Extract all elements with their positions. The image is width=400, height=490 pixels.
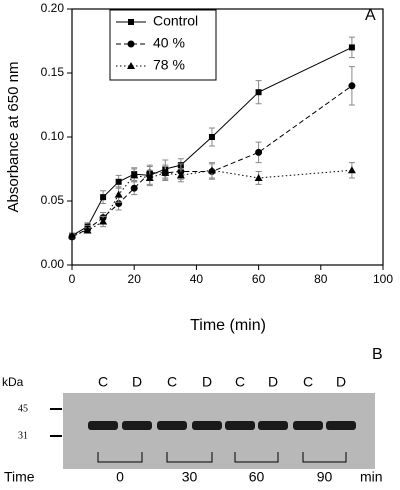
- legend-label: 40 %: [153, 35, 185, 51]
- marker: [161, 168, 170, 176]
- time-value: 60: [249, 469, 265, 485]
- x-tick-label: 40: [190, 272, 204, 286]
- marker: [255, 89, 262, 96]
- x-axis-label: Time (min): [190, 317, 266, 334]
- marker: [208, 134, 215, 140]
- x-tick-label: 20: [128, 272, 142, 286]
- y-tick-label: 0.00: [41, 257, 65, 271]
- marker-label: 31: [18, 430, 28, 441]
- x-tick-label: 60: [252, 272, 266, 286]
- time-unit: min: [360, 469, 383, 485]
- band: [192, 421, 222, 430]
- marker: [347, 166, 356, 174]
- legend-label: 78 %: [153, 57, 185, 73]
- x-tick-label: 0: [69, 272, 76, 286]
- y-tick-label: 0.15: [41, 65, 65, 79]
- marker: [207, 166, 216, 174]
- lane-label: C: [235, 374, 245, 390]
- x-tick-label: 100: [373, 272, 393, 286]
- band: [258, 421, 288, 430]
- band: [293, 421, 323, 430]
- y-tick-label: 0.10: [41, 129, 65, 143]
- gel-image: [63, 393, 375, 469]
- legend-label: Control: [153, 13, 198, 29]
- lane-label: C: [167, 374, 177, 390]
- lane-label: C: [98, 374, 108, 390]
- bracket: [97, 452, 143, 463]
- marker: [254, 173, 263, 181]
- lane-label: D: [202, 374, 212, 390]
- band: [326, 421, 356, 430]
- marker: [348, 82, 356, 90]
- marker: [145, 173, 154, 181]
- marker: [130, 184, 138, 192]
- marker: [127, 40, 135, 48]
- panel-label: B: [372, 346, 383, 363]
- time-value: 90: [317, 469, 333, 485]
- marker: [127, 62, 135, 69]
- marker: [99, 217, 108, 225]
- marker: [115, 178, 122, 185]
- marker-label: 45: [18, 403, 28, 414]
- marker: [255, 148, 263, 156]
- marker: [348, 44, 355, 51]
- y-tick-label: 0.05: [41, 193, 65, 207]
- lane-label: D: [268, 374, 278, 390]
- marker: [100, 194, 107, 201]
- time-value: 0: [116, 469, 124, 485]
- bracket: [302, 452, 347, 463]
- marker: [83, 226, 92, 234]
- band: [225, 421, 255, 430]
- bracket: [234, 452, 279, 463]
- unit-label: kDa: [2, 375, 24, 389]
- time-value: 30: [182, 469, 198, 485]
- marker: [114, 190, 123, 198]
- series-line: [71, 85, 353, 238]
- y-tick-label: 0.20: [41, 1, 65, 15]
- band: [88, 421, 118, 430]
- marker: [68, 231, 76, 239]
- band: [122, 421, 152, 430]
- x-tick-label: 80: [314, 272, 328, 286]
- lane-label: D: [336, 374, 346, 390]
- band: [157, 421, 187, 430]
- series-line: [71, 169, 352, 237]
- lane-label: D: [132, 374, 142, 390]
- y-axis-label: Absorbance at 650 nm: [5, 62, 22, 213]
- lane-label: C: [303, 374, 313, 390]
- bracket: [166, 452, 213, 463]
- time-label: Time: [4, 469, 35, 485]
- panel-label: A: [365, 7, 376, 24]
- marker: [176, 171, 185, 179]
- marker: [130, 171, 139, 179]
- marker: [128, 19, 134, 25]
